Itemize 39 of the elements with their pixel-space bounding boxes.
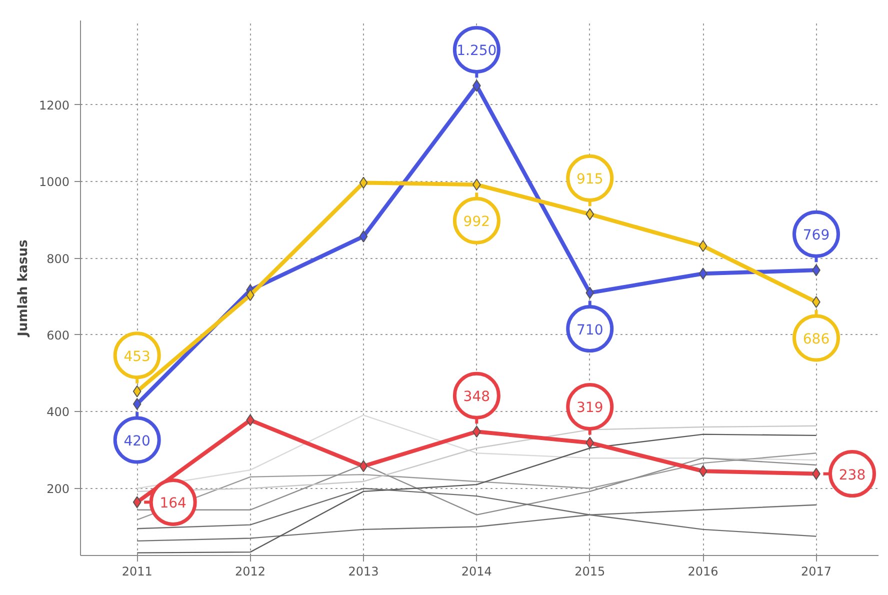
point [132,398,142,410]
x-tick-label: 2017 [800,564,832,578]
y-tick-label: 200 [46,482,70,496]
point [586,436,594,449]
data-label: 1.250 [456,43,497,60]
data-label: 686 [802,332,830,348]
point [132,496,142,508]
point [698,240,708,252]
point [132,385,142,398]
data-label: 710 [576,322,604,338]
y-tick-label: 1000 [38,175,70,190]
point [812,296,820,308]
x-tick-label: 2014 [461,564,492,578]
x-tick-label: 2013 [348,564,379,578]
y-tick-label: 600 [46,328,70,342]
data-label: 453 [124,348,150,365]
data-label: 420 [124,434,150,450]
data-label: 348 [463,389,490,406]
x-tick-label: 2016 [688,564,718,578]
x-tick-label: 2012 [235,564,266,578]
point [359,460,368,472]
y-tick-label: 1200 [38,98,70,112]
point [359,230,368,242]
point [586,208,594,220]
data-label: 769 [802,228,830,244]
y-tick-label: 800 [46,252,70,266]
point [586,286,594,299]
x-tick-label: 2011 [122,564,152,578]
data-label: 238 [838,467,866,484]
data-label: 164 [160,496,187,512]
point [698,465,708,478]
point [359,176,368,189]
data-label: 319 [576,400,604,416]
data-label: 992 [463,214,490,230]
y-tick-label: 400 [46,405,70,420]
point [698,268,708,280]
x-tick-label: 2015 [574,564,606,578]
y-axis-title: Jumlah kasus [16,239,31,338]
data-label: 915 [576,172,604,188]
